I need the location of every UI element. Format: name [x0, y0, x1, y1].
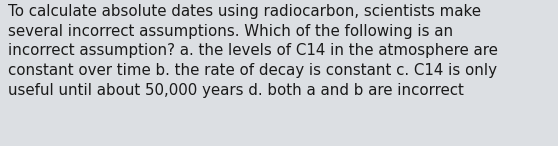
Text: To calculate absolute dates using radiocarbon, scientists make
several incorrect: To calculate absolute dates using radioc…	[8, 4, 498, 98]
